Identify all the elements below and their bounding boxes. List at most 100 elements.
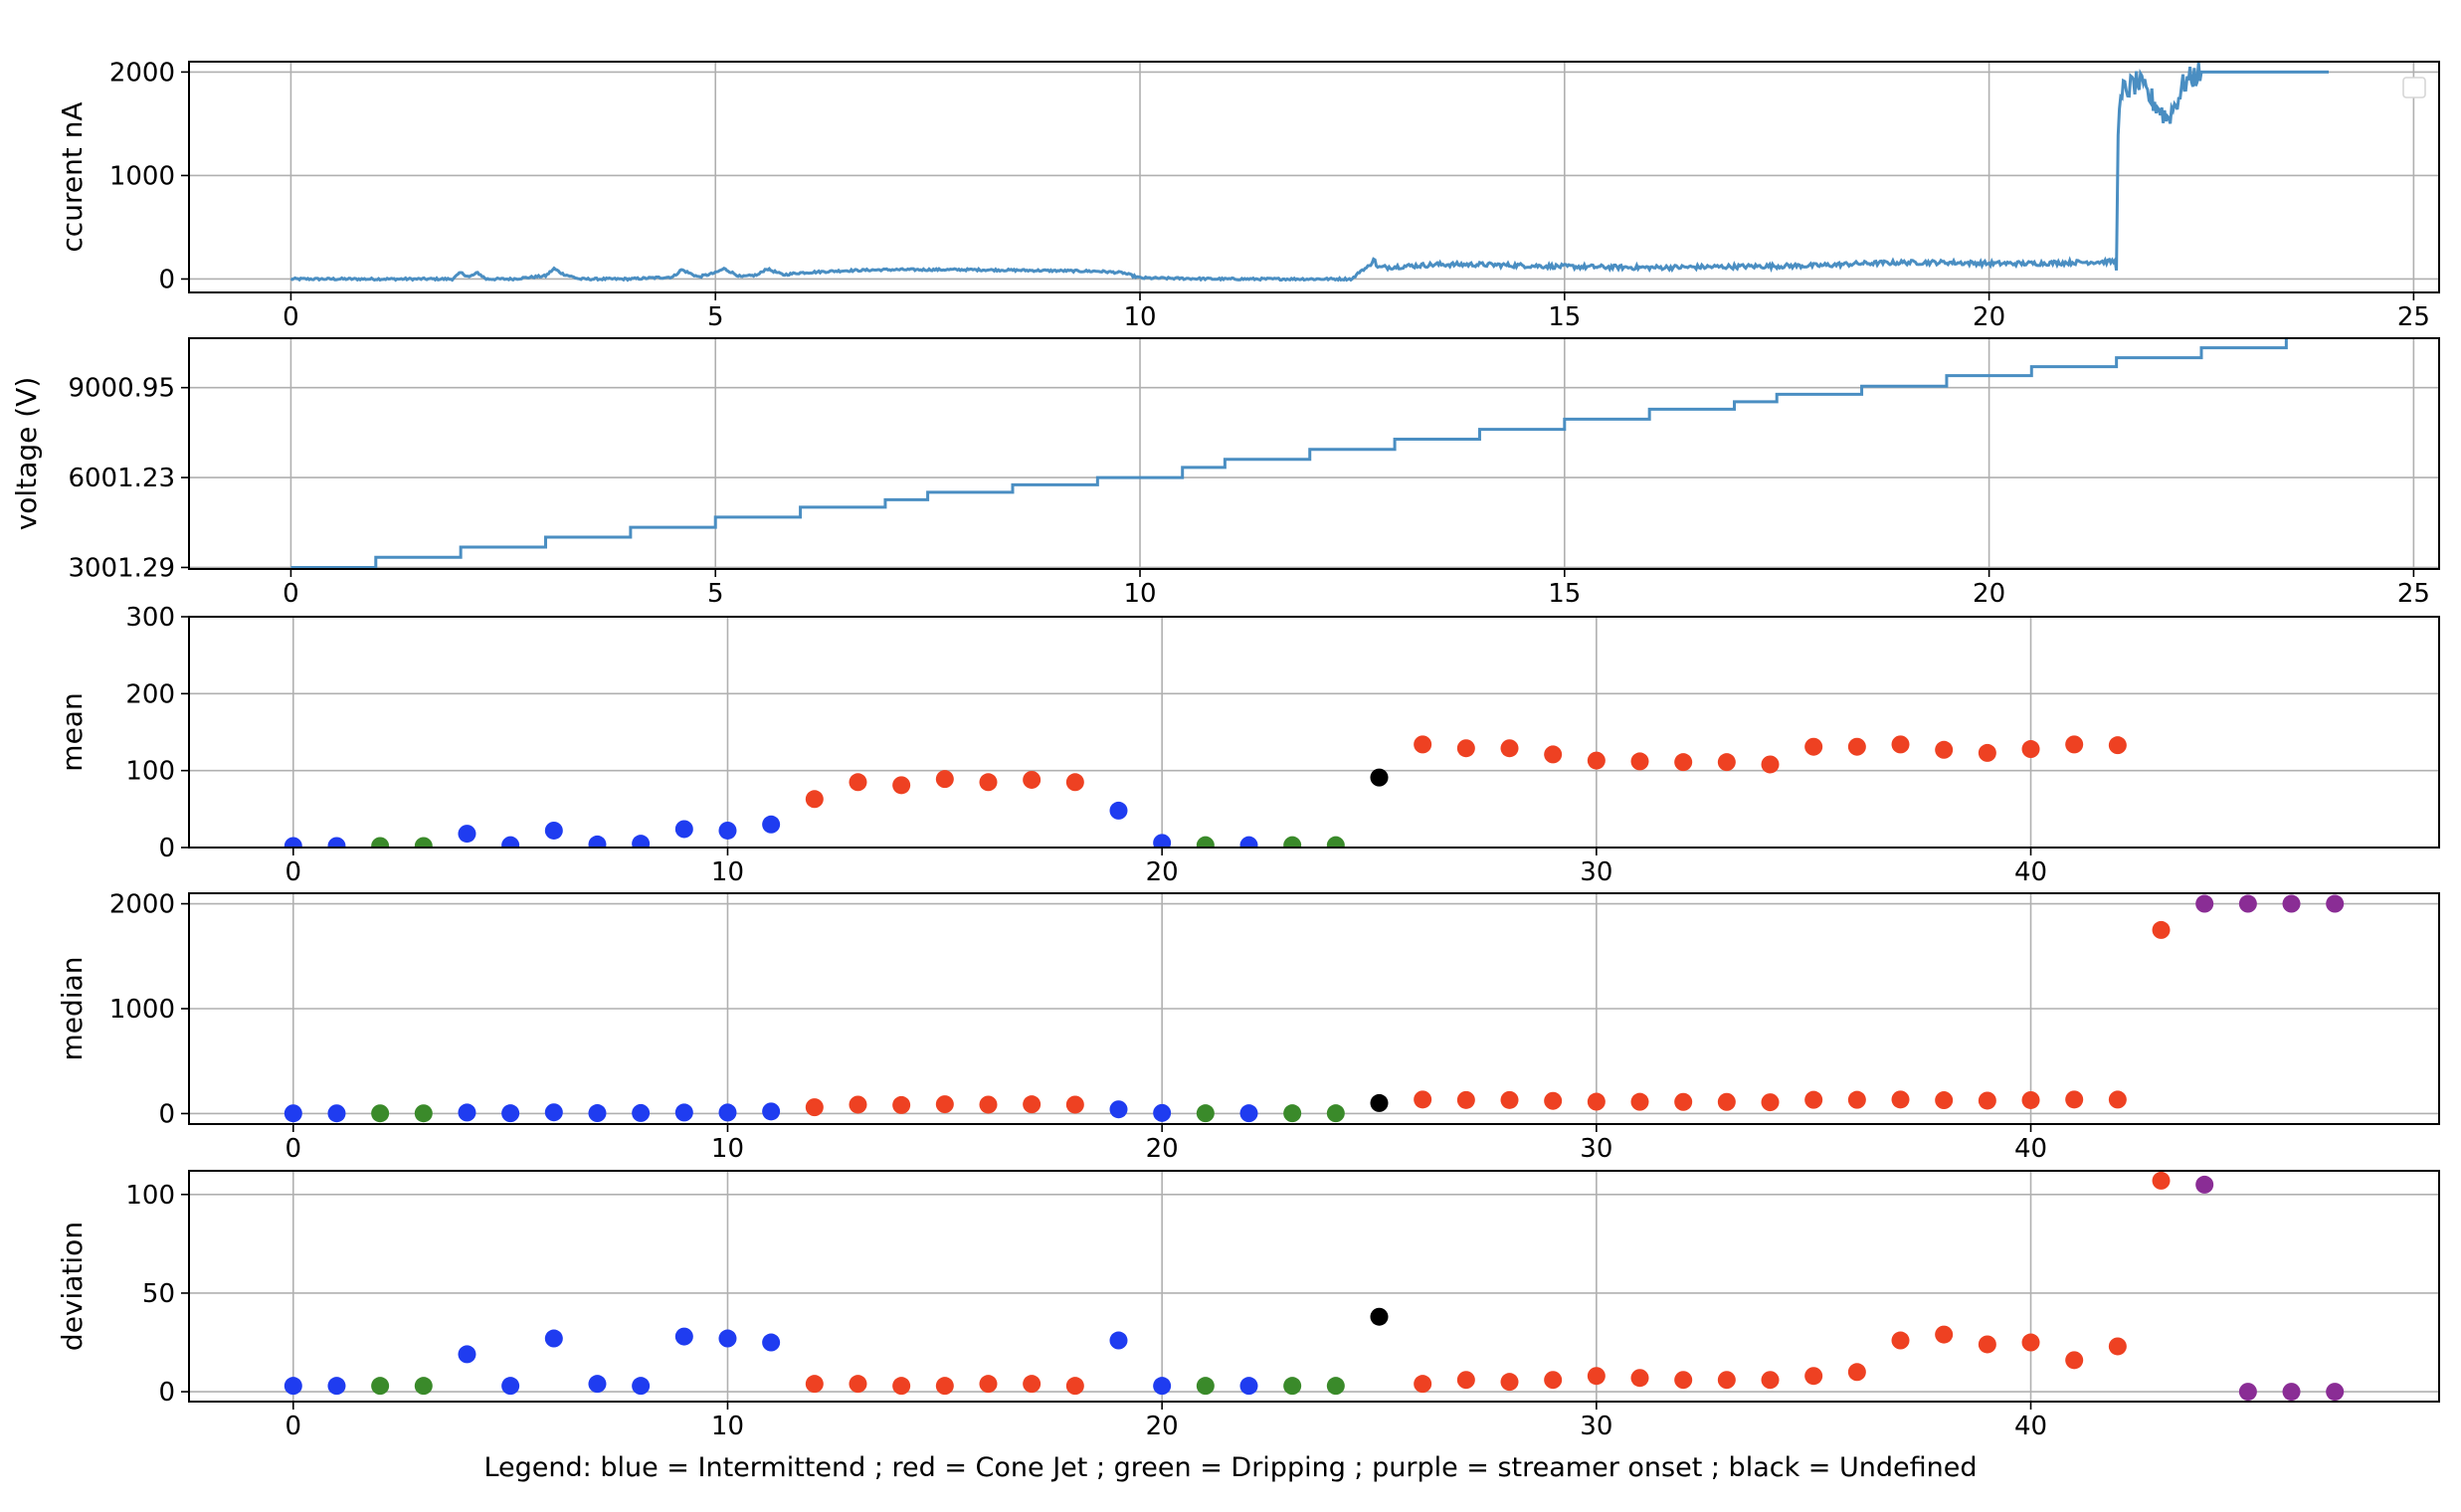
- x-tick-label: 40: [2014, 1134, 2047, 1164]
- data-point: [1326, 1377, 1345, 1396]
- data-point: [2195, 894, 2214, 913]
- data-point: [327, 1377, 346, 1396]
- data-point: [979, 773, 998, 792]
- data-point: [979, 1095, 998, 1114]
- x-tick-label: 20: [1973, 302, 2005, 332]
- data-point: [762, 1333, 781, 1352]
- data-point: [1674, 753, 1693, 772]
- x-tick-label: 10: [711, 1134, 744, 1164]
- data-point: [371, 837, 390, 848]
- data-point: [284, 837, 302, 848]
- data-point: [935, 1095, 954, 1114]
- data-point: [1153, 834, 1172, 848]
- data-point: [892, 776, 911, 795]
- data-point: [1978, 1335, 1996, 1354]
- data-point: [414, 1377, 433, 1396]
- data-point: [762, 815, 781, 834]
- data-point: [327, 837, 346, 848]
- x-tick-label: 20: [1146, 1134, 1179, 1164]
- data-point: [892, 1377, 911, 1396]
- data-point: [414, 1104, 433, 1123]
- data-point: [1370, 1093, 1389, 1112]
- data-point: [544, 1103, 563, 1122]
- data-point: [1891, 735, 1910, 754]
- data-point: [284, 1377, 302, 1396]
- x-tick-label: 15: [1548, 302, 1581, 332]
- y-tick-label: 6001.23: [68, 464, 175, 493]
- data-point: [1544, 745, 1563, 764]
- data-point: [892, 1095, 911, 1114]
- x-tick-label: 0: [285, 1412, 302, 1441]
- data-point: [1456, 1090, 1475, 1109]
- axes-frame: [188, 61, 2440, 293]
- data-point: [1717, 1092, 1736, 1111]
- x-tick-label: 15: [1548, 579, 1581, 609]
- data-point: [327, 1104, 346, 1123]
- data-point: [371, 1104, 390, 1123]
- data-point: [935, 770, 954, 789]
- y-tick-label: 0: [158, 265, 175, 294]
- y-tick-label: 0: [158, 1378, 175, 1408]
- panel-mean: 0 10 20 30 40 0 100 200 300 mean: [56, 603, 2440, 887]
- data-point: [1023, 1375, 1041, 1394]
- x-tick-label: 40: [2014, 1412, 2047, 1441]
- data-point: [1109, 1331, 1128, 1350]
- data-point: [1978, 743, 1996, 762]
- y-axis-label: mean: [56, 692, 89, 771]
- y-tick-label: 200: [125, 679, 175, 709]
- data-point: [1804, 737, 1823, 756]
- data-point: [674, 1103, 693, 1122]
- data-point: [501, 1104, 520, 1123]
- data-point: [1065, 1095, 1084, 1114]
- data-point: [1456, 1371, 1475, 1390]
- data-point: [1414, 735, 1432, 754]
- data-point: [1674, 1092, 1693, 1111]
- data-point: [805, 1098, 824, 1117]
- y-tick-label: 1000: [109, 161, 175, 191]
- x-tick-label: 20: [1973, 579, 2005, 609]
- data-point: [1500, 739, 1519, 758]
- axes-frame: [188, 1170, 2440, 1403]
- x-tick-label: 0: [283, 302, 299, 332]
- axes-frame: [188, 616, 2440, 849]
- data-point: [1153, 1377, 1172, 1396]
- data-point: [1630, 1092, 1649, 1111]
- data-point: [284, 1104, 302, 1123]
- data-point: [1065, 1377, 1084, 1396]
- data-point: [588, 835, 607, 848]
- panel-current: 0 5 10 15 20 25 0 1000 2000 ccurent nA: [56, 58, 2440, 332]
- data-point: [2108, 1090, 2127, 1109]
- data-point: [2065, 735, 2084, 754]
- y-tick-label: 50: [142, 1279, 175, 1309]
- y-tick-label: 0: [158, 1099, 175, 1129]
- data-point: [1804, 1090, 1823, 1109]
- y-axis-label: ccurent nA: [56, 101, 89, 252]
- data-point: [1109, 1100, 1128, 1119]
- panel-voltage: 0 5 10 15 20 25 3001.29 6001.23 9000.95 voltage (…: [10, 337, 2440, 609]
- data-point: [2282, 894, 2301, 913]
- data-layer: [284, 735, 2127, 848]
- data-point: [979, 1375, 998, 1394]
- data-point: [1978, 1091, 1996, 1110]
- data-point: [1847, 1090, 1866, 1109]
- data-point: [2021, 1090, 2040, 1109]
- x-tick-label: 20: [1146, 857, 1179, 887]
- data-point: [1847, 1363, 1866, 1382]
- panel-deviation: 0 10 20 30 40 0 50 100 deviation: [56, 1170, 2440, 1441]
- panel-median: 0 10 20 30 40 0 1000 2000 median: [56, 890, 2440, 1164]
- y-tick-label: 0: [158, 834, 175, 863]
- data-point: [2326, 894, 2345, 913]
- data-point: [1283, 836, 1302, 848]
- data-point: [1414, 1090, 1432, 1109]
- data-point: [544, 1329, 563, 1348]
- data-point: [1761, 1093, 1780, 1112]
- data-point: [2326, 1383, 2345, 1402]
- data-point: [1717, 753, 1736, 772]
- data-point: [458, 1103, 476, 1122]
- data-point: [632, 1103, 651, 1122]
- y-tick-label: 300: [125, 603, 175, 633]
- data-point: [1587, 1092, 1606, 1111]
- data-point: [1804, 1367, 1823, 1386]
